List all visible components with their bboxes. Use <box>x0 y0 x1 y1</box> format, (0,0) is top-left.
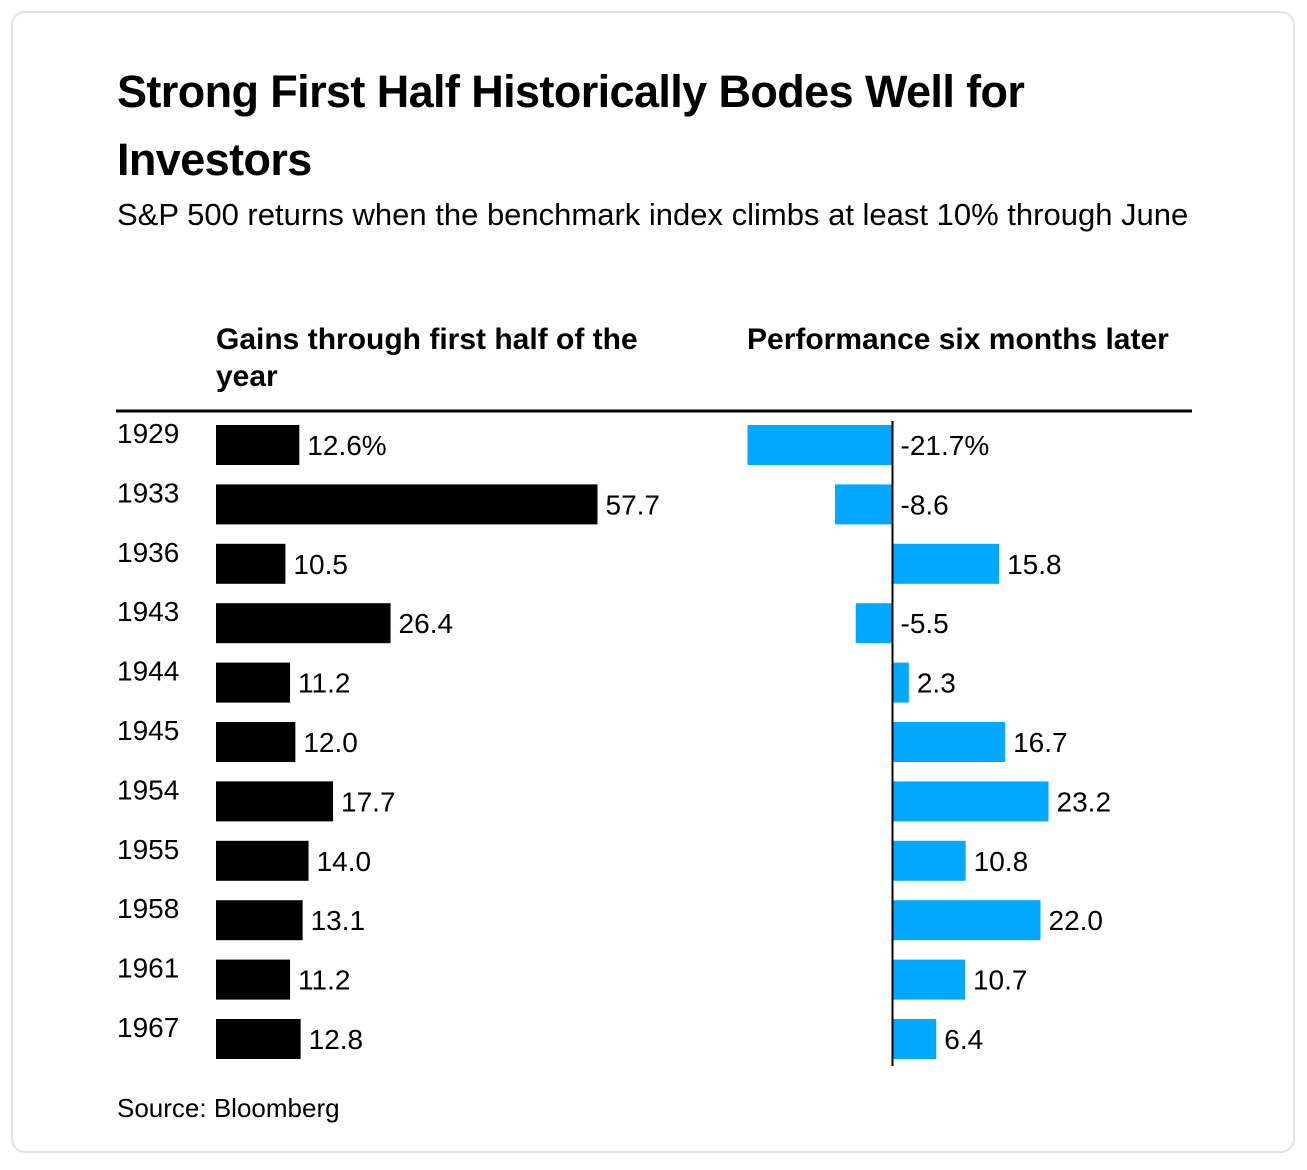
chart-title: Strong First Half Historically Bodes Wel… <box>117 66 1025 185</box>
category-label-1933: 1933 <box>117 477 179 508</box>
six-month-performance-label-1944: 2.3 <box>917 668 956 699</box>
six-month-performance-label-1943: -5.5 <box>901 608 949 639</box>
first-half-gain-bar-1954 <box>216 781 334 822</box>
first-half-gain-bar-1967 <box>216 1019 301 1059</box>
six-month-performance-bar-1945 <box>893 722 1006 762</box>
category-label-1936: 1936 <box>117 537 179 568</box>
first-half-gain-bar-1933 <box>216 484 598 525</box>
six-month-performance-label-1955: 10.8 <box>974 846 1029 877</box>
first-half-gain-label-1955: 14.0 <box>317 846 372 877</box>
six-month-performance-bar-1929 <box>747 425 893 465</box>
six-month-performance-bar-1955 <box>893 840 966 881</box>
six-month-performance-bar-1958 <box>893 900 1041 941</box>
first-half-gain-label-1929: 12.6% <box>307 430 386 461</box>
six-month-performance-label-1958: 22.0 <box>1049 905 1104 936</box>
first-half-gain-label-1944: 11.2 <box>298 668 350 699</box>
six-month-performance-bar-1967 <box>893 1019 937 1059</box>
category-label-1967: 1967 <box>117 1012 179 1043</box>
chart-subtitle: S&P 500 returns when the benchmark index… <box>117 197 1189 232</box>
six-month-performance-bar-1943 <box>855 603 893 644</box>
first-half-gain-label-1945: 12.0 <box>303 727 358 758</box>
first-half-gain-bar-1936 <box>216 543 286 584</box>
six-month-performance-label-1929: -21.7% <box>901 430 990 461</box>
six-month-performance-label-1967: 6.4 <box>944 1024 983 1055</box>
first-half-gain-bar-1944 <box>216 662 291 703</box>
six-month-performance-bar-1933 <box>835 484 893 525</box>
six-month-performance-bar-1936 <box>893 543 1000 584</box>
first-half-gain-label-1961: 11.2 <box>298 965 350 996</box>
category-label-1943: 1943 <box>117 596 179 627</box>
category-label-1954: 1954 <box>117 774 179 805</box>
category-label-1945: 1945 <box>117 715 179 746</box>
first-half-gain-label-1943: 26.4 <box>399 608 454 639</box>
six-month-performance-label-1933: -8.6 <box>901 489 949 520</box>
column-header-six-months-later: Performance six months later <box>747 323 1169 356</box>
first-half-gain-bar-1929 <box>216 425 300 465</box>
first-half-gain-bar-1945 <box>216 722 296 762</box>
first-half-gain-label-1967: 12.8 <box>309 1024 364 1055</box>
category-label-1929: 1929 <box>117 418 179 449</box>
first-half-gain-bar-1958 <box>216 900 303 941</box>
first-half-gain-label-1958: 13.1 <box>311 905 366 936</box>
category-label-1944: 1944 <box>117 656 179 687</box>
first-half-gain-bar-1961 <box>216 959 291 1000</box>
category-label-1955: 1955 <box>117 834 179 865</box>
column-header-first-half-gains: Gains through first half of the year <box>216 323 638 393</box>
six-month-performance-bar-1961 <box>893 959 965 1000</box>
six-month-performance-label-1961: 10.7 <box>973 965 1028 996</box>
six-month-performance-label-1945: 16.7 <box>1013 727 1068 758</box>
six-month-performance-bar-1944 <box>893 662 909 703</box>
source-note: Source: Bloomberg <box>117 1093 340 1123</box>
first-half-gain-bar-1943 <box>216 603 391 644</box>
first-half-gain-bar-1955 <box>216 840 309 881</box>
category-label-1958: 1958 <box>117 893 179 924</box>
first-half-gain-label-1936: 10.5 <box>293 549 348 580</box>
six-month-performance-label-1936: 15.8 <box>1007 549 1062 580</box>
first-half-gain-label-1954: 17.7 <box>341 786 396 817</box>
six-month-performance-bar-1954 <box>893 781 1049 822</box>
category-label-1961: 1961 <box>117 953 179 984</box>
six-month-performance-label-1954: 23.2 <box>1057 786 1112 817</box>
first-half-gain-label-1933: 57.7 <box>606 489 661 520</box>
